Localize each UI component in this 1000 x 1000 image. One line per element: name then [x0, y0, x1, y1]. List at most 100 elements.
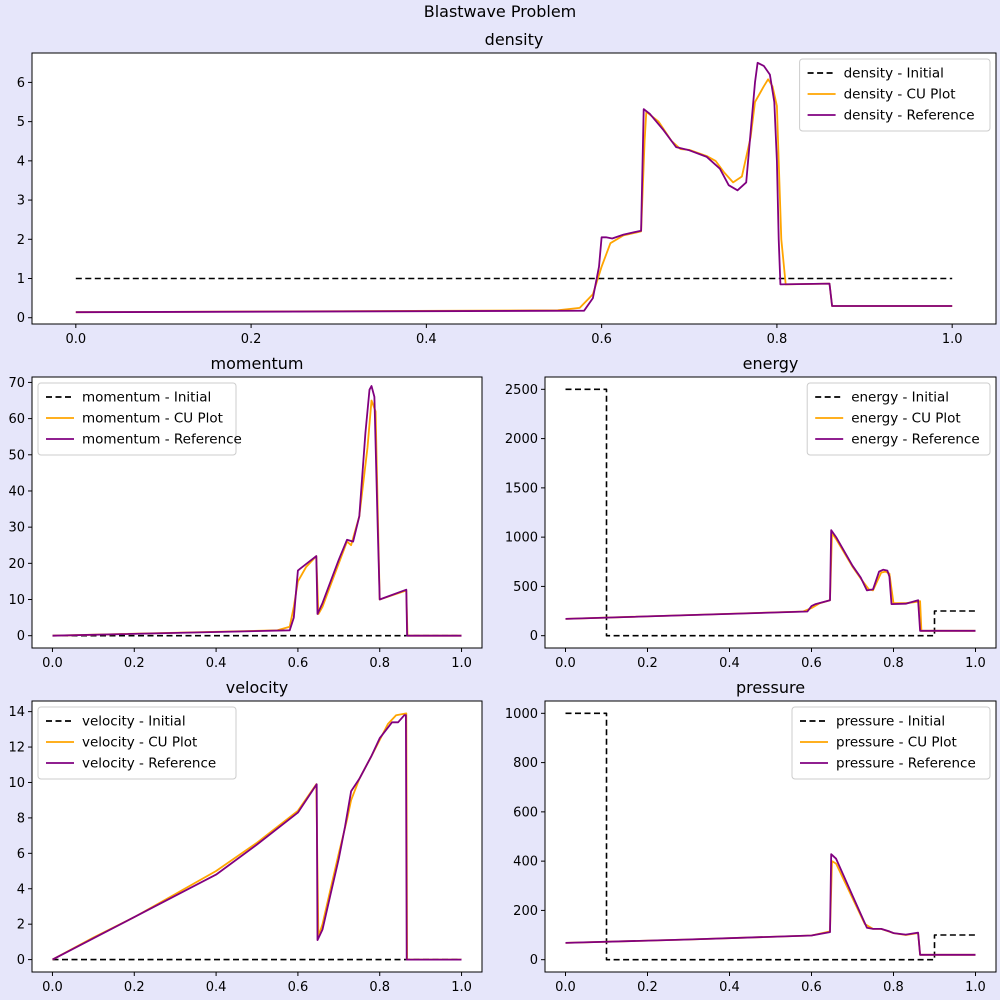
pressure-legend-label-cu: pressure - CU Plot: [836, 735, 957, 751]
momentum-xtick-label: 0.2: [124, 656, 145, 671]
energy-legend-label-initial: energy - Initial: [851, 390, 949, 406]
density-ytick-label: 4: [17, 154, 25, 169]
density-title: density: [485, 30, 544, 49]
momentum-legend-label-cu: momentum - CU Plot: [82, 411, 223, 427]
density-legend-label-initial: density - Initial: [844, 66, 944, 82]
momentum-xtick-label: 1.0: [451, 656, 472, 671]
momentum-legend-box: [37, 382, 237, 456]
velocity-legend-label-initial: velocity - Initial: [82, 714, 186, 730]
density-series-group: [75, 61, 953, 314]
momentum-series-ref-line: [52, 385, 462, 637]
pressure-series-initial-line: [565, 712, 976, 961]
velocity-series-ref-line: [52, 714, 462, 961]
energy-xtick-label: 0.6: [801, 656, 822, 671]
pressure-subplot: pressure 0.0 0.2 0.4 0.6 0.8 1.0 0 200 400 600 800 1…: [505, 678, 997, 995]
pressure-xtick-label: 0.0: [555, 980, 576, 995]
energy-legend-label-cu: energy - CU Plot: [851, 411, 961, 427]
energy-ytick-label: 2500: [505, 383, 538, 398]
energy-series-initial-line: [565, 388, 976, 637]
energy-legend-label-ref: energy - Reference: [851, 432, 979, 448]
density-ytick-label: 2: [17, 233, 25, 248]
momentum-series-group: [52, 385, 462, 637]
density-xtick-label: 0.6: [591, 332, 612, 347]
velocity-xtick-label: 1.0: [451, 980, 472, 995]
velocity-legend-label-cu: velocity - CU Plot: [82, 735, 197, 751]
energy-legend-box: [806, 382, 991, 456]
velocity-ytick-label: 6: [17, 847, 25, 862]
energy-ytick-label: 1500: [505, 481, 538, 496]
momentum-legend-label-initial: momentum - Initial: [82, 390, 211, 406]
pressure-legend: pressure - Initial pressure - CU Plot pres…: [791, 706, 991, 780]
pressure-ytick-label: 0: [530, 953, 538, 968]
velocity-xtick-label: 0.0: [42, 980, 63, 995]
velocity-ytick-label: 10: [8, 776, 25, 791]
momentum-legend: momentum - Initial momentum - CU Plot mome…: [37, 382, 242, 456]
velocity-xtick-label: 0.2: [124, 980, 145, 995]
energy-ytick-label: 2000: [505, 432, 538, 447]
velocity-ytick-label: 8: [17, 811, 25, 826]
velocity-series-cu-line: [52, 712, 462, 961]
pressure-xtick-label: 0.6: [801, 980, 822, 995]
density-xtick-label: 1.0: [942, 332, 963, 347]
momentum-ytick-label: 60: [8, 412, 25, 427]
velocity-xtick-label: 0.8: [369, 980, 390, 995]
momentum-ytick-label: 30: [8, 521, 25, 536]
velocity-ytick-label: 4: [17, 882, 25, 897]
pressure-ytick-label: 800: [513, 756, 538, 771]
density-series-cu-line: [75, 78, 953, 314]
pressure-ytick-label: 600: [513, 805, 538, 820]
velocity-series-group: [52, 712, 462, 961]
density-subplot: density 0.0 0.2 0.4 0.6 0.8 1.0 0 1 2 3 4 5 6 density …: [17, 30, 997, 347]
pressure-title: pressure: [736, 678, 805, 697]
pressure-legend-box: [791, 706, 991, 780]
pressure-xtick-label: 0.2: [637, 980, 658, 995]
momentum-subplot: momentum 0.0 0.2 0.4 0.6 0.8 1.0 0 10 20 30 40 50 60 7…: [8, 354, 483, 671]
density-legend-label-ref: density - Reference: [844, 108, 975, 124]
energy-title: energy: [743, 354, 799, 373]
density-ytick-label: 6: [17, 76, 25, 91]
pressure-series-group: [565, 712, 976, 961]
velocity-ytick-label: 12: [8, 741, 25, 756]
pressure-legend-label-initial: pressure - Initial: [836, 714, 945, 730]
momentum-ytick-label: 50: [8, 448, 25, 463]
velocity-legend-label-ref: velocity - Reference: [82, 756, 216, 772]
density-xtick-label: 0.4: [416, 332, 437, 347]
momentum-xtick-label: 0.6: [288, 656, 309, 671]
momentum-legend-label-ref: momentum - Reference: [82, 432, 242, 448]
energy-xtick-label: 0.4: [719, 656, 740, 671]
energy-xtick-label: 0.2: [637, 656, 658, 671]
momentum-ytick-label: 0: [17, 629, 25, 644]
momentum-axes-frame: [31, 376, 483, 649]
energy-axes-frame: [544, 376, 997, 649]
velocity-xtick-label: 0.4: [206, 980, 227, 995]
energy-ytick-label: 500: [513, 580, 538, 595]
density-ytick-label: 1: [17, 272, 25, 287]
pressure-xtick-label: 0.4: [719, 980, 740, 995]
pressure-ytick-label: 400: [513, 855, 538, 870]
density-legend-box: [799, 58, 991, 132]
velocity-legend: velocity - Initial velocity - CU Plot velo…: [37, 706, 237, 780]
density-legend: density - Initial density - CU Plot densit…: [799, 58, 991, 132]
velocity-subplot: velocity 0.0 0.2 0.4 0.6 0.8 1.0 0 2 4 6 8 10 12 14 vel…: [8, 678, 483, 995]
pressure-ytick-label: 1000: [505, 707, 538, 722]
energy-ytick-label: 0: [530, 629, 538, 644]
energy-xtick-label: 1.0: [965, 656, 986, 671]
density-xtick-label: 0.0: [65, 332, 86, 347]
density-ytick-label: 3: [17, 194, 25, 209]
pressure-legend-label-ref: pressure - Reference: [836, 756, 976, 772]
velocity-legend-box: [37, 706, 237, 780]
figure-title: Blastwave Problem: [423, 2, 577, 21]
momentum-ytick-label: 10: [8, 593, 25, 608]
density-ytick-label: 0: [17, 311, 25, 326]
velocity-ytick-label: 0: [17, 953, 25, 968]
pressure-ytick-label: 200: [513, 904, 538, 919]
velocity-axes-frame: [31, 700, 483, 973]
momentum-ytick-label: 70: [8, 376, 25, 391]
energy-series-ref-line: [565, 529, 976, 632]
pressure-series-ref-line: [565, 853, 976, 956]
density-xtick-label: 0.8: [767, 332, 788, 347]
momentum-xtick-label: 0.4: [206, 656, 227, 671]
energy-series-group: [565, 388, 976, 637]
velocity-xtick-label: 0.6: [288, 980, 309, 995]
